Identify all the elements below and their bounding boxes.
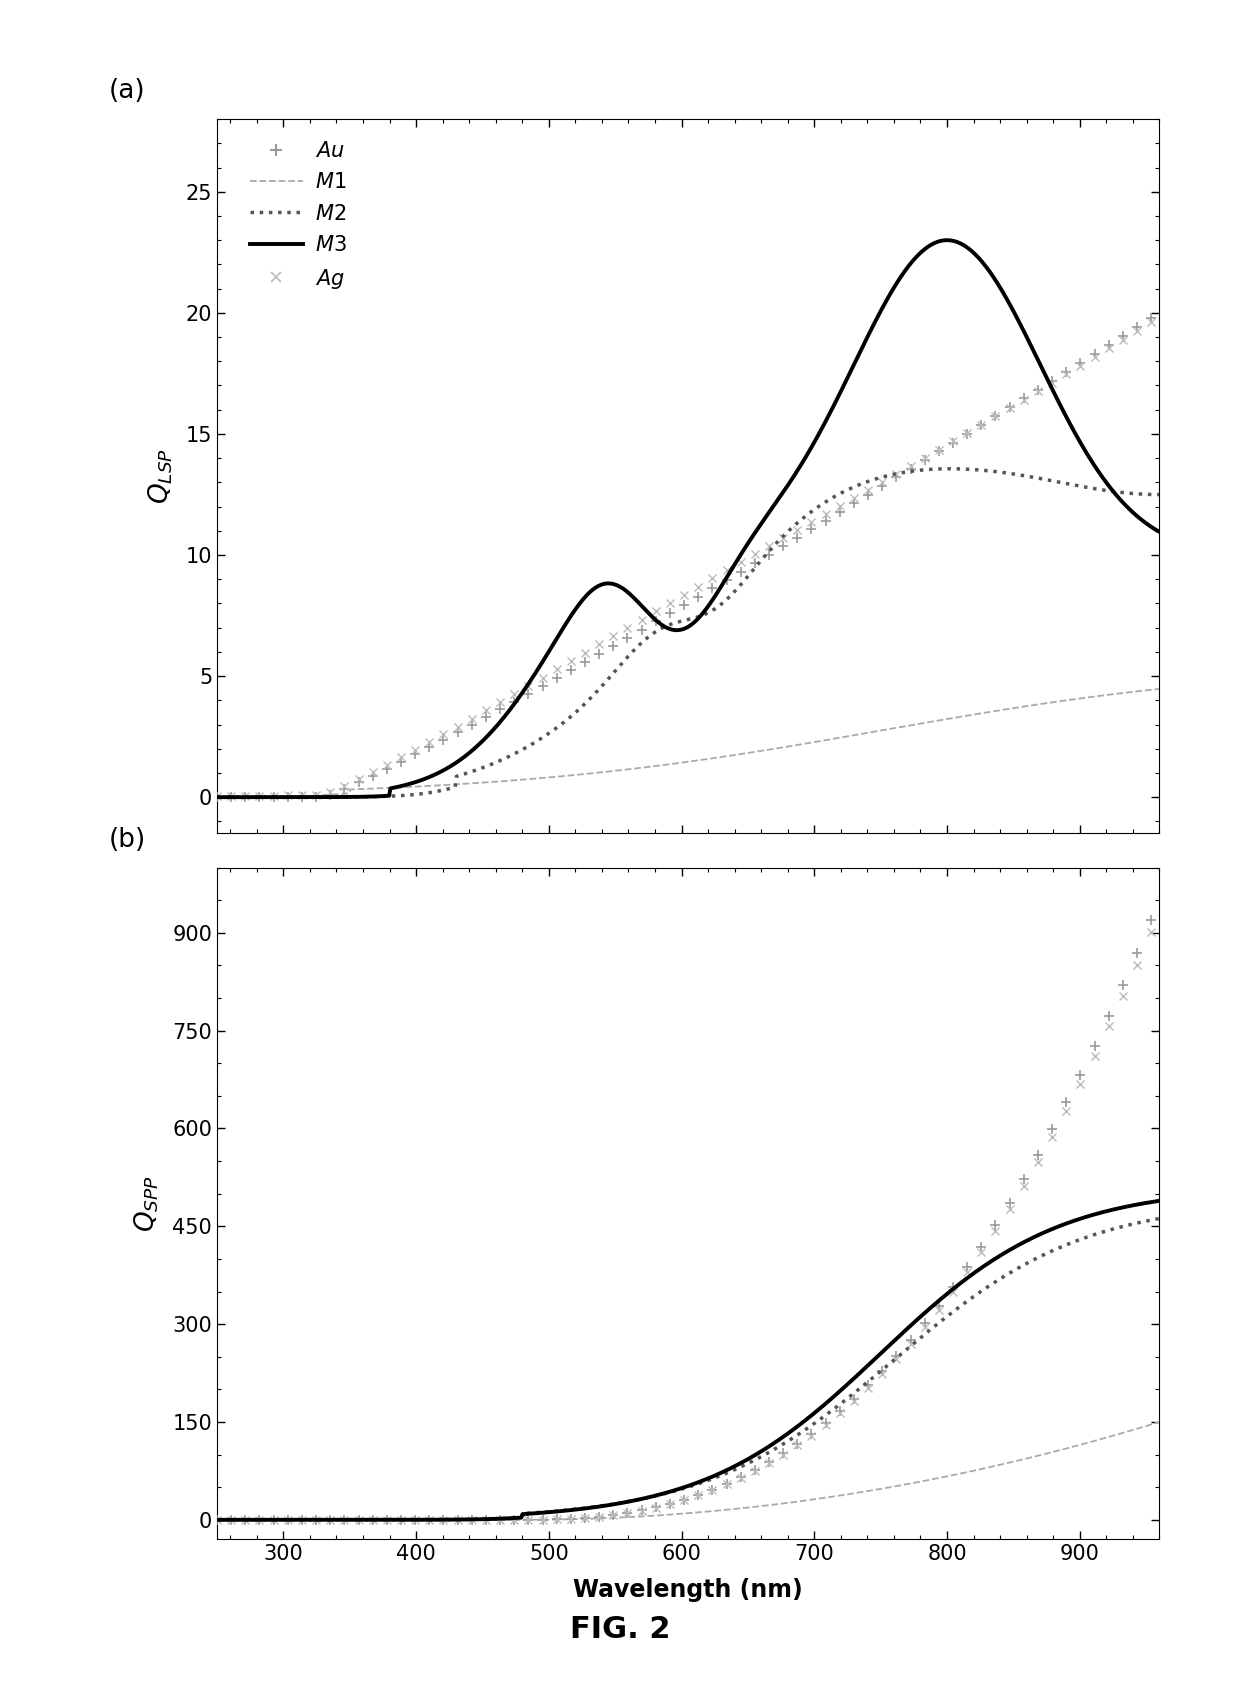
- M3: [781, 473, 796, 493]
- M1: [781, 737, 796, 757]
- M2: [210, 788, 224, 808]
- Line: Ag: Ag: [213, 313, 1163, 799]
- M1: [210, 788, 224, 808]
- M2: [924, 459, 939, 480]
- Ag: [810, 509, 825, 529]
- M1: [1021, 696, 1035, 716]
- M2: [781, 521, 796, 541]
- Line: M2: M2: [217, 469, 1159, 798]
- M3: [810, 427, 825, 447]
- Line: M1: M1: [217, 689, 1159, 798]
- Ag: [924, 444, 939, 464]
- Au: [210, 788, 224, 808]
- Text: (b): (b): [109, 827, 146, 854]
- M3: [1022, 333, 1037, 354]
- Text: FIG. 2: FIG. 2: [569, 1614, 671, 1645]
- M2: [756, 546, 771, 566]
- Ag: [1021, 386, 1035, 407]
- Ag: [210, 786, 224, 806]
- Text: (a): (a): [109, 78, 145, 104]
- M1: [810, 731, 825, 752]
- M1: [1152, 679, 1167, 699]
- M3: [268, 788, 283, 808]
- Y-axis label: $Q_{SPP}$: $Q_{SPP}$: [133, 1175, 161, 1232]
- M1: [268, 786, 283, 806]
- X-axis label: Wavelength (nm): Wavelength (nm): [573, 1579, 804, 1602]
- M2: [810, 497, 825, 517]
- M3: [924, 235, 939, 255]
- Line: Au: Au: [212, 308, 1164, 803]
- Line: M3: M3: [217, 240, 1159, 798]
- M1: [924, 711, 939, 731]
- M2: [944, 459, 959, 480]
- M2: [268, 788, 283, 808]
- M3: [756, 509, 771, 529]
- M2: [1152, 485, 1167, 505]
- M1: [756, 740, 771, 760]
- Ag: [268, 786, 283, 806]
- Legend: $Au$, $M1$, $M2$, $M3$, $Ag$: $Au$, $M1$, $M2$, $M3$, $Ag$: [247, 136, 351, 294]
- Ag: [1152, 306, 1167, 327]
- Au: [1152, 303, 1167, 323]
- M3: [940, 230, 955, 250]
- M3: [210, 788, 224, 808]
- Ag: [781, 524, 796, 544]
- Au: [924, 446, 939, 466]
- Au: [1021, 386, 1035, 407]
- Y-axis label: $Q_{LSP}$: $Q_{LSP}$: [146, 449, 175, 503]
- Au: [756, 548, 771, 568]
- Au: [268, 788, 283, 808]
- Au: [810, 515, 825, 536]
- M2: [1022, 466, 1037, 486]
- Ag: [756, 539, 771, 560]
- Au: [781, 532, 796, 553]
- M3: [1152, 522, 1167, 543]
